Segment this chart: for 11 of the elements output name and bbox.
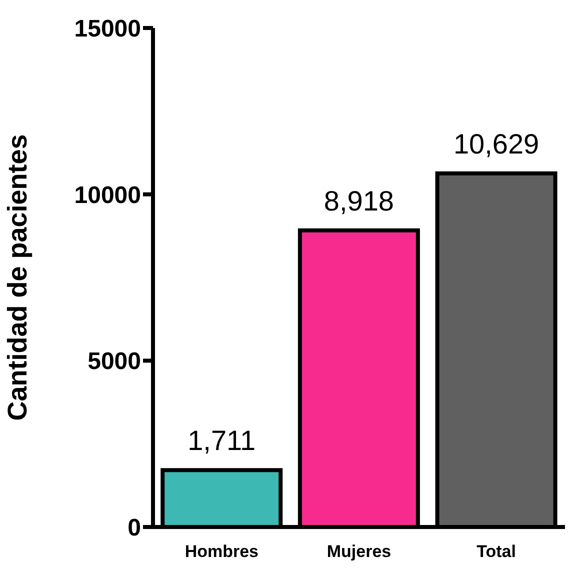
y-axis-title: Cantidad de pacientes: [2, 134, 33, 421]
data-label: 8,918: [324, 185, 394, 216]
data-label: 10,629: [453, 128, 540, 160]
x-tick-label: Total: [476, 542, 516, 562]
y-tick-label: 0: [128, 514, 141, 542]
y-tick-label: 10000: [74, 182, 141, 209]
x-tick-label: Mujeres: [326, 542, 392, 562]
y-tick-label: 5000: [88, 348, 141, 376]
data-label: 1,711: [188, 425, 256, 456]
x-tick-label: Hombres: [184, 542, 259, 562]
y-tick-label: 15000: [74, 16, 141, 43]
